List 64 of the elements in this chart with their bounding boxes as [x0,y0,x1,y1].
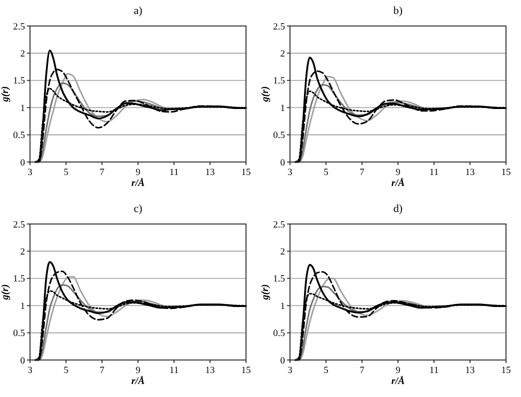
x-tick-label: 5 [64,168,69,178]
x-tick-label: 15 [501,366,511,376]
y-tick-label: 1.5 [273,274,286,285]
x-tick-label: 9 [396,366,401,376]
x-axis-title: r/Å [131,375,145,387]
x-tick-label: 13 [465,168,475,178]
x-tick-label: 15 [241,168,251,178]
y-tick-label: 0 [280,356,286,366]
y-tick-label: 0.5 [273,329,286,340]
x-tick-label: 3 [288,366,293,376]
y-tick-label: 0.5 [273,131,286,142]
y-axis-title: g(r) [0,86,11,103]
y-tick-label: 2.5 [273,22,286,32]
y-tick-label: 2.5 [13,220,26,230]
x-axis-title: r/Å [391,375,405,387]
x-tick-label: 3 [288,168,293,178]
x-tick-label: 5 [324,168,329,178]
x-tick-label: 11 [429,168,439,178]
x-tick-label: 9 [396,168,401,178]
y-tick-label: 1 [20,302,26,312]
y-axis-title: g(r) [0,284,11,301]
x-tick-label: 5 [64,366,69,376]
x-tick-label: 7 [360,366,365,376]
x-axis-title: r/Å [131,177,145,189]
y-tick-label: 2 [20,50,26,60]
y-tick-label: 2 [280,50,286,60]
y-tick-label: 1.5 [13,76,26,87]
x-tick-label: 5 [324,366,329,376]
x-tick-label: 9 [136,366,141,376]
x-tick-label: 11 [429,366,439,376]
y-tick-label: 2 [280,248,286,258]
x-tick-label: 3 [28,366,33,376]
y-axis-title: g(r) [260,86,271,103]
chart-title: c) [134,203,143,215]
y-tick-label: 1 [280,104,286,114]
y-tick-label: 0 [20,158,26,168]
y-tick-label: 2.5 [273,220,286,230]
x-tick-label: 15 [241,366,251,376]
x-tick-label: 13 [205,168,215,178]
y-tick-label: 2 [20,248,26,258]
x-tick-label: 9 [136,168,141,178]
y-tick-label: 1 [20,104,26,114]
x-axis-title: r/Å [391,177,405,189]
y-axis-title: g(r) [260,284,271,301]
y-tick-label: 0.5 [13,131,26,142]
x-tick-label: 7 [100,366,105,376]
x-tick-label: 15 [501,168,511,178]
y-tick-label: 0.5 [13,329,26,340]
y-tick-label: 1.5 [13,274,26,285]
x-tick-label: 11 [169,366,179,376]
chart-title: d) [393,203,403,215]
chart-title: b) [393,5,403,17]
x-tick-label: 7 [100,168,105,178]
chart-title: a) [134,5,143,17]
x-tick-label: 3 [28,168,33,178]
y-tick-label: 2.5 [13,22,26,32]
y-tick-label: 0 [280,158,286,168]
y-tick-label: 1 [280,302,286,312]
y-tick-label: 0 [20,356,26,366]
x-tick-label: 11 [169,168,179,178]
y-tick-label: 1.5 [273,76,286,87]
x-tick-label: 13 [465,366,475,376]
x-tick-label: 13 [205,366,215,376]
x-tick-label: 7 [360,168,365,178]
